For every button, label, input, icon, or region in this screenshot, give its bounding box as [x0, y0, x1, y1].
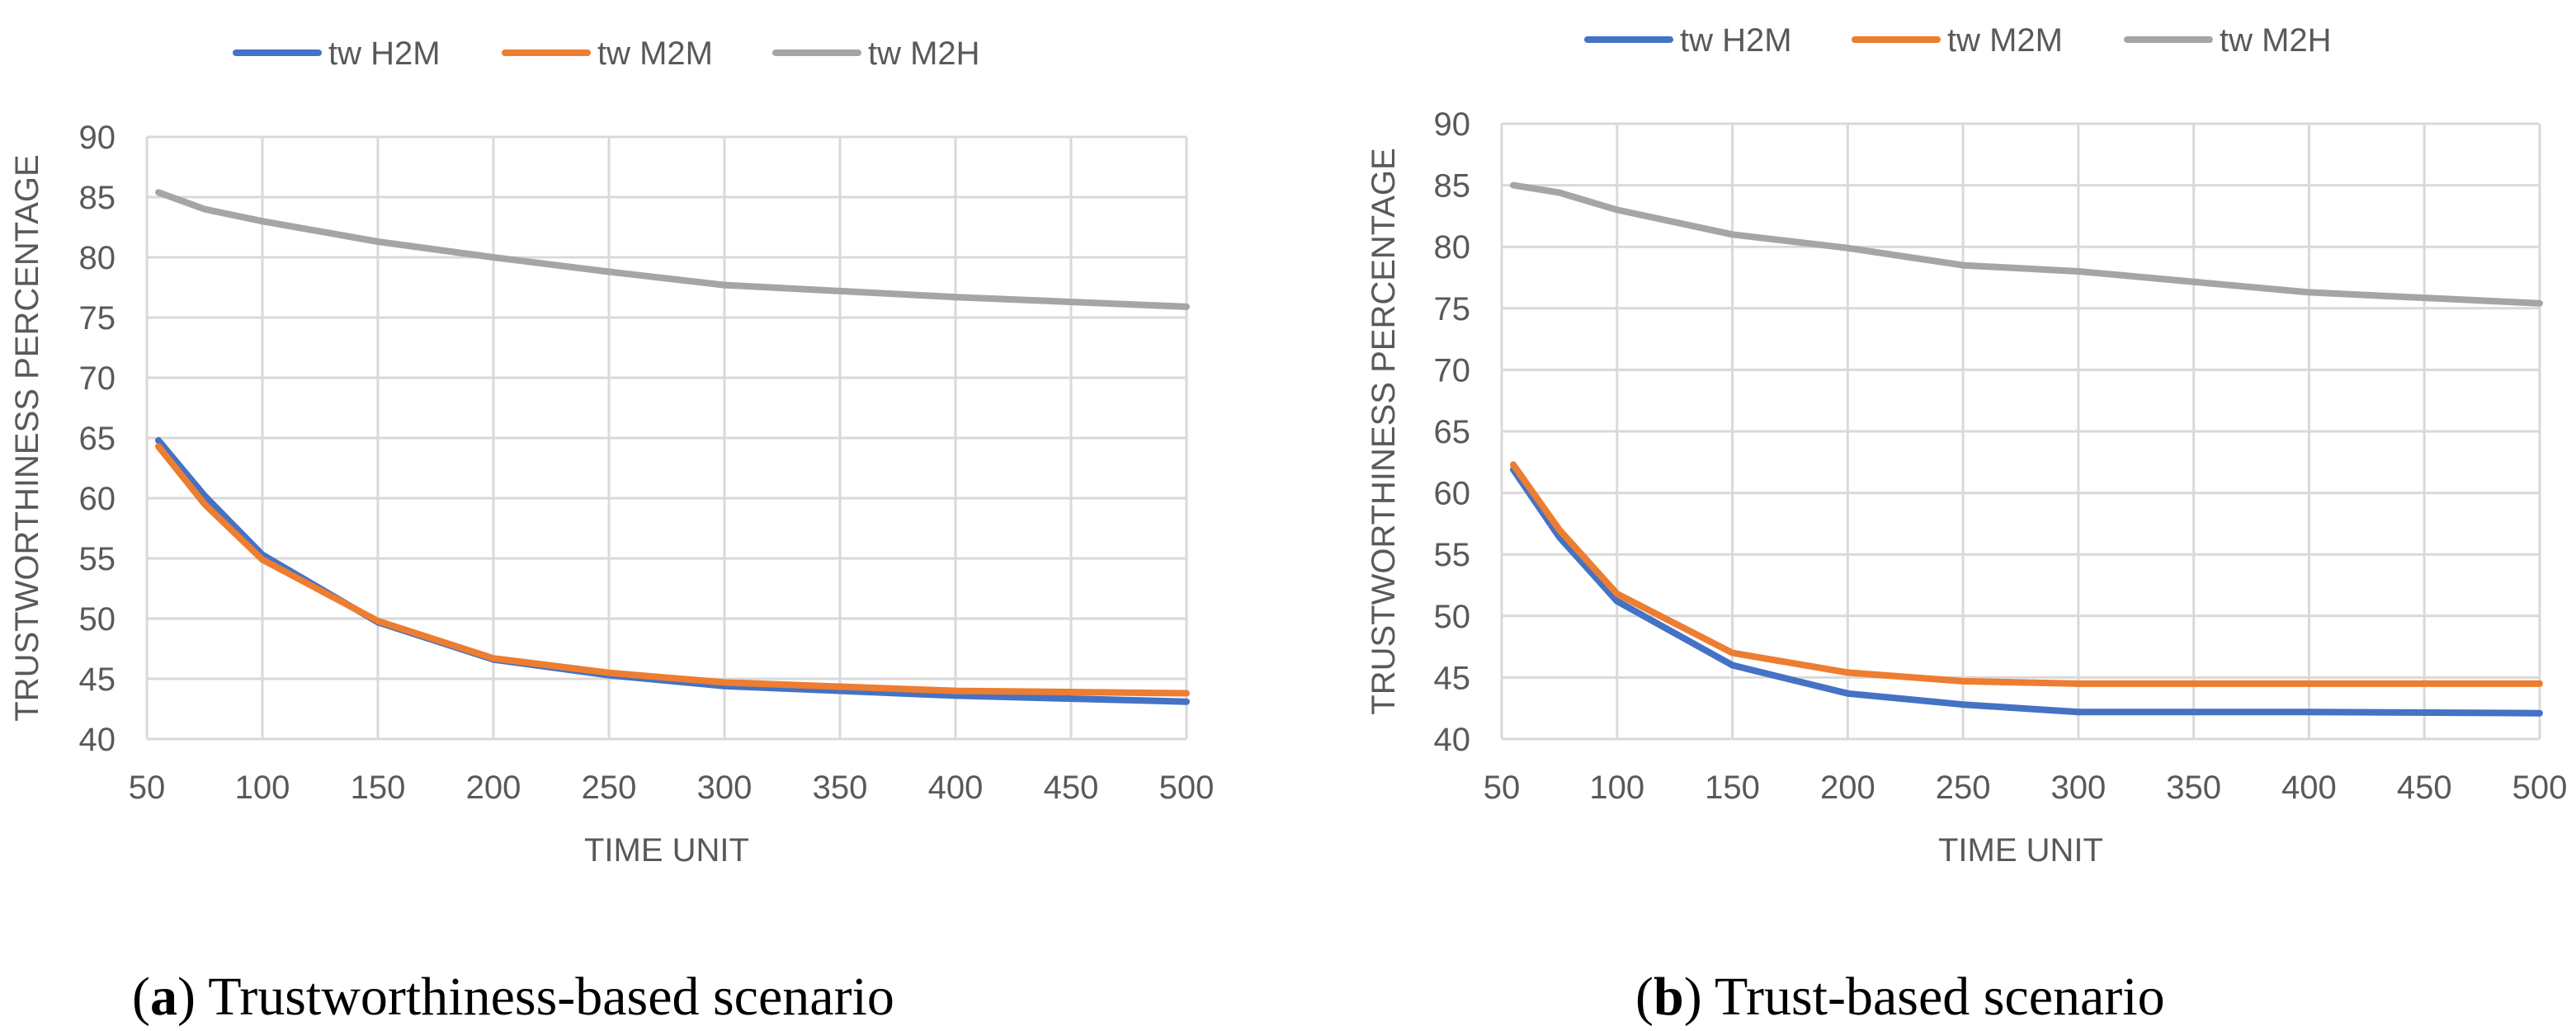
y-tick-label: 75: [79, 300, 116, 337]
y-tick-label: 40: [1434, 722, 1471, 758]
x-axis-title: TIME UNIT: [584, 832, 749, 869]
legend-item: tw H2M: [1584, 22, 1792, 59]
series-line-tw-m2h: [1510, 181, 2543, 307]
chart-b: 40 45 50 55 60 65 70 75 80 85 90 50 100 150 200 250 300 3…: [1366, 22, 2567, 1027]
caption-letter: a: [150, 967, 177, 1027]
series-line-tw-m2m: [1510, 461, 2543, 687]
y-tick-label: 75: [1434, 291, 1471, 327]
x-tick-labels: 50 100 150 200 250 300 350 400 450 500: [1484, 770, 2568, 806]
x-tick-label: 450: [1044, 770, 1099, 806]
gridlines: [1500, 122, 2541, 741]
y-tick-label: 70: [1434, 352, 1471, 388]
series-line-tw-h2m: [155, 436, 1190, 705]
y-tick-label: 45: [79, 661, 116, 698]
caption-text: Trustworthiness-based scenario: [196, 967, 894, 1027]
caption-text: Trust-based scenario: [1702, 967, 2165, 1027]
x-tick-label: 400: [2281, 770, 2337, 806]
y-tick-label: 70: [79, 360, 116, 397]
x-tick-label: 200: [466, 770, 521, 806]
x-tick-label: 50: [1484, 770, 1521, 806]
x-tick-label: 500: [2512, 770, 2568, 806]
legend-label: tw M2M: [1947, 22, 2063, 59]
x-tick-label: 300: [2051, 770, 2107, 806]
y-axis-title: TRUSTWORTHINESS PERCENTAGE: [1366, 148, 1402, 714]
legend-item: tw M2H: [772, 35, 980, 72]
y-tick-label: 90: [1434, 106, 1471, 143]
legend: tw H2M tw M2M tw M2H: [233, 35, 980, 72]
y-tick-label: 90: [79, 120, 116, 156]
x-tick-label: 500: [1159, 770, 1215, 806]
x-tick-label: 200: [1820, 770, 1875, 806]
x-tick-label: 150: [351, 770, 406, 806]
series-line-tw-m2h: [155, 189, 1190, 310]
caption-paren-open: (: [1635, 967, 1654, 1027]
x-tick-label: 250: [582, 770, 637, 806]
caption-paren-close: ): [1684, 967, 1702, 1027]
y-tick-label: 85: [1434, 168, 1471, 205]
x-tick-label: 100: [235, 770, 290, 806]
chart-a: 40 45 50 55 60 65 70 75 80 85 90 50 100 150 200 250 300 3…: [9, 35, 1214, 1027]
legend-label: tw H2M: [328, 35, 441, 72]
x-tick-label: 350: [813, 770, 868, 806]
legend-item: tw M2M: [1852, 22, 2063, 59]
legend: tw H2M tw M2M tw M2H: [1584, 22, 2332, 59]
x-tick-label: 250: [1936, 770, 1991, 806]
caption: (b) Trust-based scenario: [1635, 967, 2165, 1027]
y-tick-label: 65: [79, 421, 116, 457]
legend-label: tw H2M: [1680, 22, 1792, 59]
legend-item: tw H2M: [233, 35, 441, 72]
caption-letter: b: [1654, 967, 1684, 1027]
y-tick-label: 85: [79, 180, 116, 216]
caption: (a) Trustworthiness-based scenario: [132, 967, 894, 1027]
x-tick-labels: 50 100 150 200 250 300 350 400 450 500: [129, 770, 1215, 806]
x-tick-label: 350: [2166, 770, 2221, 806]
y-tick-label: 65: [1434, 414, 1471, 450]
x-tick-label: 50: [129, 770, 166, 806]
y-tick-label: 45: [1434, 660, 1471, 696]
gridlines: [145, 135, 1188, 741]
y-tick-label: 55: [79, 541, 116, 577]
caption-paren-close: ): [177, 967, 196, 1027]
series-line-tw-m2m: [155, 443, 1190, 697]
y-tick-label: 60: [79, 481, 116, 517]
legend-label: tw M2H: [868, 35, 980, 72]
y-tick-label: 50: [1434, 599, 1471, 635]
y-tick-label: 60: [1434, 476, 1471, 512]
y-tick-label: 40: [79, 722, 116, 758]
series-lines: [1510, 181, 2543, 717]
y-tick-label: 55: [1434, 537, 1471, 573]
y-tick-labels: 40 45 50 55 60 65 70 75 80 85 90: [79, 120, 116, 758]
legend-item: tw M2H: [2124, 22, 2332, 59]
y-axis-title: TRUSTWORTHINESS PERCENTAGE: [9, 154, 45, 721]
y-tick-label: 80: [1434, 229, 1471, 266]
y-tick-labels: 40 45 50 55 60 65 70 75 80 85 90: [1434, 106, 1471, 758]
x-tick-label: 150: [1705, 770, 1760, 806]
x-tick-label: 100: [1589, 770, 1644, 806]
legend-label: tw M2M: [597, 35, 713, 72]
x-tick-label: 450: [2397, 770, 2452, 806]
x-tick-label: 300: [697, 770, 753, 806]
legend-item: tw M2M: [502, 35, 713, 72]
y-tick-label: 80: [79, 240, 116, 276]
x-axis-title: TIME UNIT: [1938, 832, 2103, 869]
series-lines: [155, 189, 1190, 705]
x-tick-label: 400: [928, 770, 984, 806]
y-tick-label: 50: [79, 601, 116, 638]
legend-label: tw M2H: [2220, 22, 2332, 59]
caption-paren-open: (: [132, 967, 150, 1027]
series-line-tw-h2m: [1510, 466, 2543, 717]
